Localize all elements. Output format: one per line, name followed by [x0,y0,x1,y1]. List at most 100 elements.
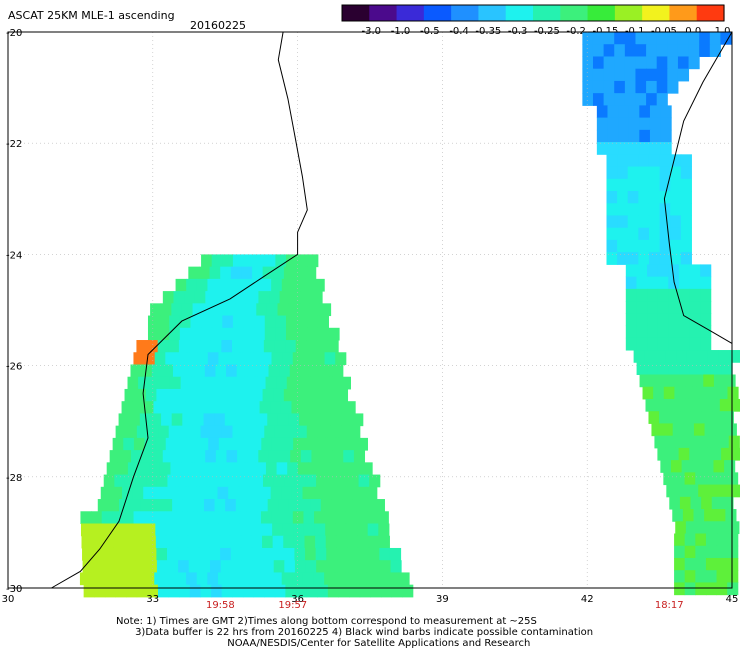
swath-cell [614,68,626,82]
swath-cell [151,364,163,378]
swath-cell [692,460,704,473]
swath-cell [112,523,124,537]
swath-cell [139,413,151,427]
swath-cell [121,401,133,414]
swath-cell [140,499,152,512]
swath-cell [222,327,234,341]
swath-cell [252,560,264,573]
swath-cell [678,264,691,278]
swath-cell [102,523,114,537]
swath-cell [700,313,712,327]
swath-cell [304,535,316,549]
swath-cell [719,398,731,412]
swath-cell [135,388,147,402]
swath-cell [327,340,339,353]
swath-cell [156,547,168,561]
swath-cell [596,105,608,119]
swath-cell [670,252,682,265]
swath-cell [218,352,230,365]
swath-cell [603,32,615,45]
swath-cell [229,523,241,537]
swath-cell [607,129,619,143]
swath-cell [309,303,321,317]
note-line-3: NOAA/NESDIS/Center for Satellite Applica… [116,638,531,649]
swath-cell [657,313,669,327]
swath-cell [159,462,171,476]
swath-cell [183,450,196,463]
swath-cell [198,388,210,402]
swath-cell [398,572,410,586]
swath-cell [307,315,319,329]
swath-cell [253,425,265,439]
swath-cell [648,166,661,180]
swath-cell [313,572,325,586]
swath-cell [138,462,150,476]
swath-cell [582,32,594,45]
swath-cell [635,56,647,70]
swath-cell [138,376,150,390]
swath-cell [305,266,317,280]
swath-cell [368,535,380,549]
swath-cell [332,364,344,378]
swath-cell [141,450,153,463]
swath-cell [162,291,174,304]
swath-cell [164,572,177,586]
swath-cell [247,364,259,378]
swath-cell [111,486,123,500]
swath-cell [263,340,275,353]
swath-cell [606,166,618,180]
swath-cell [124,474,137,488]
swath-cell [254,376,267,390]
swath-cell [211,254,223,268]
swath-cell [293,437,305,451]
swath-cell [684,545,696,559]
swath-cell [316,474,328,488]
swath-cell [648,215,661,229]
swath-cell [241,560,253,573]
swath-cell [730,484,740,498]
swath-cell [280,401,292,414]
swath-cell [700,325,712,339]
swath-cell [592,56,605,70]
swath-cell [606,239,618,253]
swath-cell [263,560,275,573]
swath-cell [249,278,262,292]
swath-cell [659,227,671,241]
swath-cell [260,511,273,525]
swath-cell [636,362,648,375]
swath-cell [317,584,329,598]
footer-notes: Note: 1) Times are GMT 2)Times along bot… [116,616,593,649]
swath-cell [346,535,359,549]
swath-cell [154,352,166,365]
swath-cell [358,560,370,573]
swath-cell [294,474,306,488]
swath-cell [158,327,170,341]
swath-cell [695,582,707,596]
swath-cell [274,584,286,598]
swath-cell [268,450,281,463]
swath-cell [338,584,350,598]
swath-cell [582,80,594,94]
swath-cell [180,376,192,390]
swath-cell [178,560,190,573]
swath-cell [324,511,336,525]
lat-tick-label: -26 [6,362,22,373]
swath-cell [220,266,232,280]
swath-cell [130,450,143,463]
swath-cell [101,511,113,525]
swath-cell [667,68,679,82]
swath-cell [197,511,209,525]
swath-cell [356,437,368,451]
swath-cell [271,511,283,525]
swath-cell [294,266,306,280]
swath-cell [656,68,668,82]
swath-cell [171,413,183,427]
swath-cell [714,509,726,522]
swath-cell [659,178,671,192]
swath-cell [635,93,647,106]
swath-cell [336,547,349,561]
swath-cell [710,447,722,461]
swath-cell [220,560,232,573]
swath-cell [305,388,317,402]
swath-cell [378,523,390,537]
